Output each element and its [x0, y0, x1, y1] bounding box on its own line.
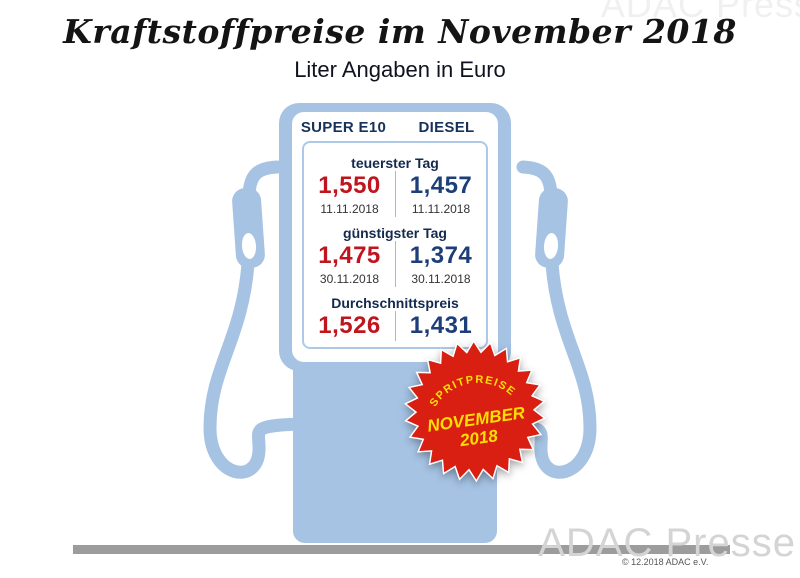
super-e10-cell: 1,550 11.11.2018 [304, 171, 395, 217]
page-subtitle: Liter Angaben in Euro [294, 57, 506, 82]
super-e10-cell: 1,526 [304, 311, 395, 341]
diesel-price: 1,374 [409, 242, 473, 269]
super-e10-date: 30.11.2018 [319, 272, 380, 286]
super-e10-price: 1,526 [318, 312, 381, 339]
right-nozzle-handle-hole [543, 233, 559, 259]
price-row: 1,526 1,431 [304, 311, 486, 341]
section-label: günstigster Tag [343, 225, 447, 241]
page-title: Kraftstoffpreise im November 2018 [63, 12, 737, 51]
column-header-diesel: DIESEL [418, 119, 475, 136]
diesel-date: 11.11.2018 [411, 202, 471, 216]
section-label: teuerster Tag [351, 155, 439, 171]
diesel-date: 30.11.2018 [411, 272, 471, 286]
left-nozzle-icon [232, 187, 265, 269]
super-e10-price: 1,550 [318, 172, 381, 199]
price-row: 1,550 11.11.2018 1,457 11.11.2018 [304, 171, 486, 217]
diesel-cell: 1,431 [395, 311, 486, 341]
diesel-price: 1,457 [409, 172, 473, 199]
column-header-super-e10: SUPER E10 [300, 119, 387, 136]
pump-display-panel: SUPER E10 DIESEL teuerster Tag 1,550 11.… [292, 112, 498, 362]
right-nozzle-icon [535, 187, 568, 269]
price-section-cheapest: günstigster Tag 1,475 30.11.2018 1,374 3… [304, 225, 486, 287]
left-hose [203, 257, 307, 479]
section-label: Durchschnittspreis [331, 295, 459, 311]
price-section-most-expensive: teuerster Tag 1,550 11.11.2018 1,457 11.… [304, 155, 486, 217]
left-nozzle-handle-hole [241, 233, 257, 259]
diesel-cell: 1,374 30.11.2018 [395, 241, 486, 287]
adac-presse-watermark: ADAC Presse [538, 521, 796, 565]
starburst-icon [403, 339, 547, 483]
price-section-average: Durchschnittspreis 1,526 1,431 [304, 295, 486, 341]
price-badge: SPRITPREISE NOVEMBER 2018 [403, 339, 547, 483]
copyright-text: © 12.2018 ADAC e.V. [622, 557, 709, 567]
super-e10-price: 1,475 [318, 242, 381, 269]
super-e10-date: 11.11.2018 [320, 202, 379, 216]
price-row: 1,475 30.11.2018 1,374 30.11.2018 [304, 241, 486, 287]
footer-divider-bar [73, 545, 730, 554]
price-table: teuerster Tag 1,550 11.11.2018 1,457 11.… [302, 141, 488, 349]
watermark-top-right: ADAC Presse [600, 0, 800, 25]
diesel-cell: 1,457 11.11.2018 [395, 171, 486, 217]
column-headers: SUPER E10 DIESEL [292, 112, 498, 136]
super-e10-cell: 1,475 30.11.2018 [304, 241, 395, 287]
diesel-price: 1,431 [409, 312, 473, 339]
